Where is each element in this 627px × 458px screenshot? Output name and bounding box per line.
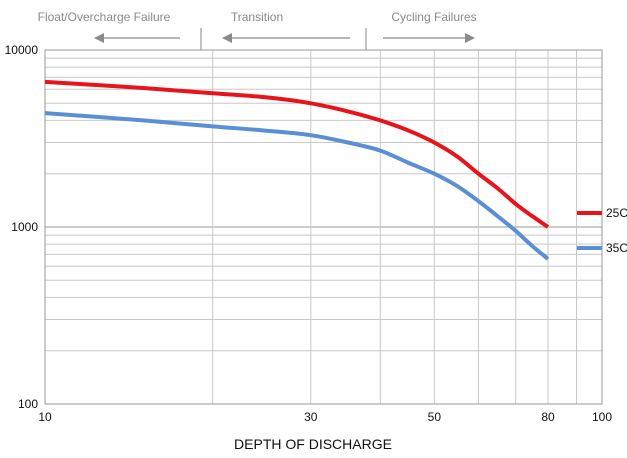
region-label: Cycling Failures — [391, 10, 476, 24]
region-annotations: Float/Overcharge Failure Transition Cyclin… — [38, 10, 477, 50]
series-line-35c — [44, 111, 550, 261]
region-arrow-head — [465, 33, 475, 43]
x-tick-label: 80 — [541, 410, 555, 424]
x-tick-label: 30 — [304, 410, 318, 424]
region-arrow-head — [222, 33, 232, 43]
legend-label: 25C — [606, 206, 627, 220]
region-arrow-head — [94, 33, 104, 43]
x-axis-label: DEPTH OF DISCHARGE — [234, 436, 392, 452]
series-line-25c — [44, 79, 550, 229]
y-tick-label: 1000 — [11, 220, 38, 234]
region-label: Transition — [231, 10, 283, 24]
x-tick-label: 100 — [592, 410, 612, 424]
plot-frame — [44, 49, 603, 405]
legend: 25C 35C — [577, 206, 627, 255]
x-tick-label: 50 — [428, 410, 442, 424]
y-tick-label: 10000 — [5, 43, 39, 57]
series-lines — [44, 79, 550, 261]
region-label: Float/Overcharge Failure — [38, 10, 171, 24]
x-tick-label: 10 — [38, 410, 52, 424]
y-tick-label: 100 — [18, 397, 38, 411]
grid — [45, 50, 602, 404]
legend-label: 35C — [606, 241, 627, 255]
tick-labels: 10 30 50 80 100 100 1000 10000 — [5, 43, 613, 424]
